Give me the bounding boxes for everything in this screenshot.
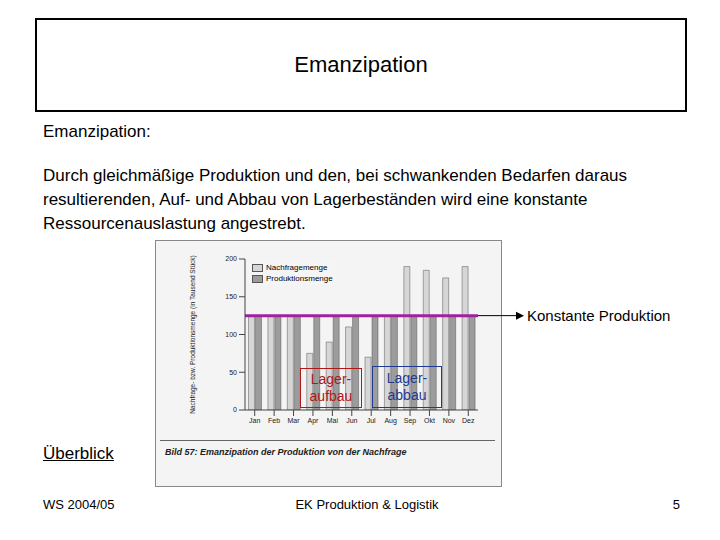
html-text:Produktionsmenge: Produktionsmenge <box>266 274 333 283</box>
html-text:EK Produktion & Logistik: EK Produktion & Logistik <box>295 497 439 512</box>
svg-text:Mai: Mai <box>327 417 339 424</box>
svg-text:Nachfrage- bzw. Produktionsmen: Nachfrage- bzw. Produktionsmenge (in Tau… <box>189 255 197 414</box>
svg-text:Dez: Dez <box>462 417 475 424</box>
svg-text:Sep: Sep <box>404 417 417 425</box>
svg-text:Aug: Aug <box>384 417 397 425</box>
svg-text:Okt: Okt <box>424 417 435 424</box>
svg-text:150: 150 <box>225 293 237 300</box>
html-text:Nachfragemenge: Nachfragemenge <box>266 263 328 272</box>
html-text:Konstante Produktion: Konstante Produktion <box>527 306 671 324</box>
svg-text:100: 100 <box>225 331 237 338</box>
html-text:Emanzipation:: Emanzipation: <box>43 122 151 141</box>
svg-text:Apr: Apr <box>308 417 320 425</box>
svg-text:Jun: Jun <box>346 417 357 424</box>
svg-text:0: 0 <box>233 406 237 413</box>
svg-text:Feb: Feb <box>268 417 280 424</box>
html-text:Überblick: Überblick <box>43 444 114 463</box>
html-text:Lager-: Lager- <box>386 370 428 386</box>
html-text:aufbau: aufbau <box>309 388 353 404</box>
html-text:Bild 57: Emanzipation der Prod: Bild 57: Emanzipation der Produktion von… <box>165 447 407 457</box>
svg-text:Nov: Nov <box>443 417 456 424</box>
html-text:WS 2004/05: WS 2004/05 <box>43 497 115 512</box>
svg-text:200: 200 <box>225 255 237 262</box>
html-text:abbau: abbau <box>387 387 427 403</box>
html-text:5: 5 <box>672 497 680 512</box>
svg-text:Jul: Jul <box>367 417 376 424</box>
svg-text:Mar: Mar <box>288 417 301 424</box>
html-text:Lager-: Lager- <box>310 371 352 387</box>
svg-text:50: 50 <box>229 369 237 376</box>
svg-text:Jan: Jan <box>249 417 260 424</box>
html-text:Emanzipation: Emanzipation <box>294 52 428 77</box>
html-text:Durch gleichmäßige Produktion: Durch gleichmäßige Produktion und den, b… <box>43 166 627 233</box>
